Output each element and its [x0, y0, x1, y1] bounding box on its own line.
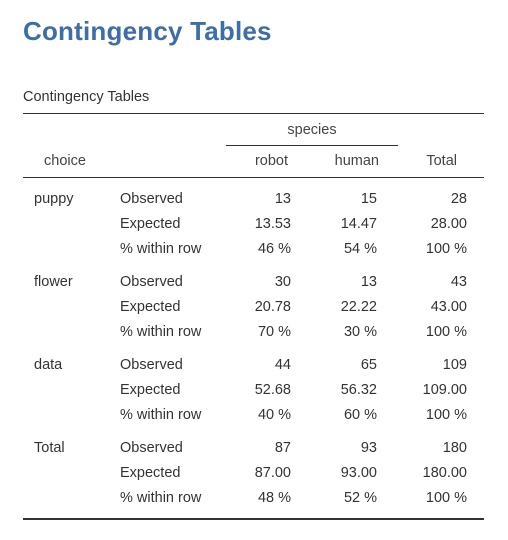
- robot-cell: 40 %: [257, 407, 291, 423]
- human-cell: 30 %: [343, 324, 377, 340]
- robot-cell: 70 %: [257, 324, 291, 340]
- stat-label: Observed: [120, 191, 183, 207]
- human-cell: 15: [360, 191, 377, 207]
- total-cell: 100 %: [425, 407, 467, 423]
- human-cell: 22.22: [340, 299, 377, 315]
- stat-label: Observed: [120, 274, 183, 290]
- table-top-rule: [23, 113, 484, 114]
- robot-header: robot: [254, 153, 288, 169]
- total-cell: 28.00: [430, 216, 467, 232]
- robot-cell: 48 %: [257, 490, 291, 506]
- total-cell: 28: [450, 191, 467, 207]
- row-group-label: puppy: [34, 191, 74, 207]
- total-header: Total: [426, 153, 457, 169]
- robot-cell: 87: [274, 440, 291, 456]
- robot-cell: 13.53: [254, 216, 291, 232]
- total-cell: 100 %: [425, 241, 467, 257]
- robot-cell: 20.78: [254, 299, 291, 315]
- row-group-label: flower: [34, 274, 73, 290]
- stat-label: Observed: [120, 357, 183, 373]
- human-cell: 54 %: [343, 241, 377, 257]
- stat-label: Observed: [120, 440, 183, 456]
- row-group-label: data: [34, 357, 63, 373]
- human-cell: 65: [360, 357, 377, 373]
- species-span-rule: [226, 145, 398, 146]
- total-cell: 43: [450, 274, 467, 290]
- stat-label: % within row: [120, 490, 202, 506]
- total-cell: 100 %: [425, 490, 467, 506]
- stat-label: % within row: [120, 324, 202, 340]
- robot-cell: 87.00: [254, 465, 291, 481]
- robot-cell: 52.68: [254, 382, 291, 398]
- species-span-header: species: [287, 122, 337, 138]
- robot-cell: 46 %: [257, 241, 291, 257]
- stat-label: Expected: [120, 216, 181, 232]
- choice-header: choice: [44, 153, 86, 169]
- stat-label: % within row: [120, 241, 202, 257]
- robot-cell: 13: [274, 191, 291, 207]
- row-group-label: Total: [34, 440, 65, 456]
- table-bottom-rule: [23, 518, 484, 520]
- stat-label: Expected: [120, 465, 181, 481]
- total-cell: 109.00: [422, 382, 467, 398]
- total-cell: 180.00: [422, 465, 467, 481]
- human-cell: 93: [360, 440, 377, 456]
- human-cell: 13: [360, 274, 377, 290]
- stat-label: % within row: [120, 407, 202, 423]
- robot-cell: 44: [274, 357, 291, 373]
- human-cell: 93.00: [340, 465, 377, 481]
- human-cell: 52 %: [343, 490, 377, 506]
- stat-label: Expected: [120, 299, 181, 315]
- human-cell: 56.32: [340, 382, 377, 398]
- page-heading: Contingency Tables: [23, 16, 272, 46]
- total-cell: 43.00: [430, 299, 467, 315]
- human-header: human: [334, 153, 379, 169]
- total-cell: 100 %: [425, 324, 467, 340]
- total-cell: 180: [442, 440, 467, 456]
- human-cell: 14.47: [340, 216, 377, 232]
- stat-label: Expected: [120, 382, 181, 398]
- robot-cell: 30: [274, 274, 291, 290]
- total-cell: 109: [442, 357, 467, 373]
- human-cell: 60 %: [343, 407, 377, 423]
- table-header-rule: [23, 177, 484, 178]
- table-title: Contingency Tables: [23, 89, 150, 105]
